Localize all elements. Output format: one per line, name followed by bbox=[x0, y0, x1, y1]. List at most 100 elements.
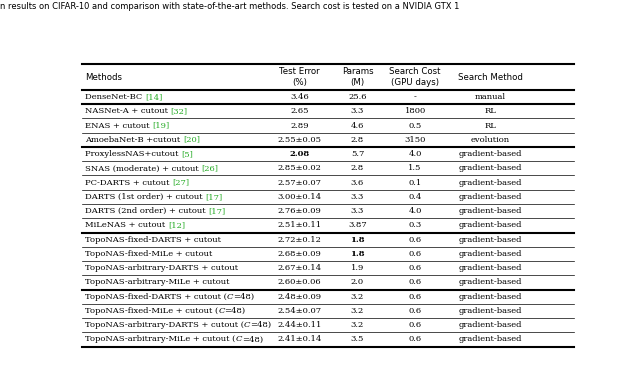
Text: 0.3: 0.3 bbox=[408, 222, 422, 229]
Text: DenseNet-BC: DenseNet-BC bbox=[85, 93, 145, 101]
Text: manual: manual bbox=[474, 93, 506, 101]
Text: [5]: [5] bbox=[181, 150, 193, 158]
Text: 3.2: 3.2 bbox=[351, 321, 364, 329]
Text: =48): =48) bbox=[233, 293, 254, 301]
Text: 2.41±0.14: 2.41±0.14 bbox=[278, 336, 322, 344]
Text: 0.4: 0.4 bbox=[408, 193, 422, 201]
Text: PC-DARTS + cutout: PC-DARTS + cutout bbox=[85, 178, 172, 187]
Text: 0.6: 0.6 bbox=[408, 235, 422, 244]
Text: -: - bbox=[413, 93, 417, 101]
Text: 2.60±0.06: 2.60±0.06 bbox=[278, 279, 321, 287]
Text: TopoNAS-fixed-DARTS + cutout (: TopoNAS-fixed-DARTS + cutout ( bbox=[85, 293, 227, 301]
Text: gradient-based: gradient-based bbox=[458, 193, 522, 201]
Text: AmoebaNet-B +cutout: AmoebaNet-B +cutout bbox=[85, 136, 183, 144]
Text: 3.6: 3.6 bbox=[351, 178, 364, 187]
Text: 2.54±0.07: 2.54±0.07 bbox=[278, 307, 322, 315]
Text: [17]: [17] bbox=[205, 193, 223, 201]
Text: 2.72±0.12: 2.72±0.12 bbox=[278, 235, 322, 244]
Text: [14]: [14] bbox=[145, 93, 162, 101]
Text: 1800: 1800 bbox=[404, 107, 426, 115]
Text: gradient-based: gradient-based bbox=[458, 279, 522, 287]
Text: =48): =48) bbox=[225, 307, 246, 315]
Text: [32]: [32] bbox=[171, 107, 188, 115]
Text: 3150: 3150 bbox=[404, 136, 426, 144]
Text: 4.0: 4.0 bbox=[408, 150, 422, 158]
Text: gradient-based: gradient-based bbox=[458, 264, 522, 272]
Text: evolution: evolution bbox=[470, 136, 509, 144]
Text: 2.76±0.09: 2.76±0.09 bbox=[278, 207, 322, 215]
Text: 0.6: 0.6 bbox=[408, 307, 422, 315]
Text: [12]: [12] bbox=[168, 222, 185, 229]
Text: ProxylessNAS+cutout: ProxylessNAS+cutout bbox=[85, 150, 181, 158]
Text: 0.6: 0.6 bbox=[408, 321, 422, 329]
Text: 2.67±0.14: 2.67±0.14 bbox=[278, 264, 322, 272]
Text: MiLeNAS + cutout: MiLeNAS + cutout bbox=[85, 222, 168, 229]
Text: gradient-based: gradient-based bbox=[458, 222, 522, 229]
Text: 2.65: 2.65 bbox=[291, 107, 309, 115]
Text: 0.6: 0.6 bbox=[408, 279, 422, 287]
Text: C: C bbox=[218, 307, 225, 315]
Text: gradient-based: gradient-based bbox=[458, 321, 522, 329]
Text: 3.3: 3.3 bbox=[351, 207, 364, 215]
Text: 2.0: 2.0 bbox=[351, 279, 364, 287]
Text: TopoNAS-fixed-MiLe + cutout: TopoNAS-fixed-MiLe + cutout bbox=[85, 250, 212, 258]
Text: 1.9: 1.9 bbox=[351, 264, 364, 272]
Text: TopoNAS-fixed-DARTS + cutout: TopoNAS-fixed-DARTS + cutout bbox=[85, 235, 221, 244]
Text: =48): =48) bbox=[250, 321, 271, 329]
Text: NASNet-A + cutout: NASNet-A + cutout bbox=[85, 107, 171, 115]
Text: 1.8: 1.8 bbox=[350, 235, 365, 244]
Text: 2.8: 2.8 bbox=[351, 136, 364, 144]
Text: SNAS (moderate) + cutout: SNAS (moderate) + cutout bbox=[85, 164, 202, 172]
Text: Search Cost
(GPU days): Search Cost (GPU days) bbox=[389, 67, 441, 87]
Text: 2.85±0.02: 2.85±0.02 bbox=[278, 164, 322, 172]
Text: 25.6: 25.6 bbox=[348, 93, 367, 101]
Text: 3.87: 3.87 bbox=[348, 222, 367, 229]
Text: 0.6: 0.6 bbox=[408, 293, 422, 301]
Text: [17]: [17] bbox=[208, 207, 225, 215]
Text: 2.55±0.05: 2.55±0.05 bbox=[278, 136, 322, 144]
Text: [20]: [20] bbox=[183, 136, 200, 144]
Text: TopoNAS-arbitrary-DARTS + cutout: TopoNAS-arbitrary-DARTS + cutout bbox=[85, 264, 238, 272]
Text: Params
(M): Params (M) bbox=[342, 67, 373, 87]
Text: 2.08: 2.08 bbox=[290, 150, 310, 158]
Text: 2.44±0.11: 2.44±0.11 bbox=[278, 321, 322, 329]
Text: 4.0: 4.0 bbox=[408, 207, 422, 215]
Text: DARTS (2nd order) + cutout: DARTS (2nd order) + cutout bbox=[85, 207, 208, 215]
Text: 0.6: 0.6 bbox=[408, 264, 422, 272]
Text: gradient-based: gradient-based bbox=[458, 150, 522, 158]
Text: TopoNAS-fixed-MiLe + cutout (: TopoNAS-fixed-MiLe + cutout ( bbox=[85, 307, 218, 315]
Text: 2.68±0.09: 2.68±0.09 bbox=[278, 250, 322, 258]
Text: 2.51±0.11: 2.51±0.11 bbox=[278, 222, 322, 229]
Text: 5.7: 5.7 bbox=[351, 150, 364, 158]
Text: 3.2: 3.2 bbox=[351, 293, 364, 301]
Text: 3.5: 3.5 bbox=[351, 336, 364, 344]
Text: gradient-based: gradient-based bbox=[458, 207, 522, 215]
Text: [19]: [19] bbox=[152, 122, 170, 130]
Text: gradient-based: gradient-based bbox=[458, 235, 522, 244]
Text: gradient-based: gradient-based bbox=[458, 293, 522, 301]
Text: gradient-based: gradient-based bbox=[458, 178, 522, 187]
Text: RL: RL bbox=[484, 107, 496, 115]
Text: TopoNAS-arbitrary-MiLe + cutout (: TopoNAS-arbitrary-MiLe + cutout ( bbox=[85, 336, 236, 344]
Text: gradient-based: gradient-based bbox=[458, 250, 522, 258]
Text: n results on CIFAR-10 and comparison with state-of-the-art methods. Search cost : n results on CIFAR-10 and comparison wit… bbox=[0, 2, 460, 11]
Text: 3.3: 3.3 bbox=[351, 107, 364, 115]
Text: C: C bbox=[227, 293, 233, 301]
Text: gradient-based: gradient-based bbox=[458, 336, 522, 344]
Text: C: C bbox=[236, 336, 242, 344]
Text: 2.8: 2.8 bbox=[351, 164, 364, 172]
Text: Methods: Methods bbox=[85, 73, 122, 82]
Text: 3.46: 3.46 bbox=[291, 93, 309, 101]
Text: RL: RL bbox=[484, 122, 496, 130]
Text: [26]: [26] bbox=[202, 164, 218, 172]
Text: 2.57±0.07: 2.57±0.07 bbox=[278, 178, 322, 187]
Text: 3.00±0.14: 3.00±0.14 bbox=[278, 193, 322, 201]
Text: 0.5: 0.5 bbox=[408, 122, 422, 130]
Text: Test Error
(%): Test Error (%) bbox=[280, 67, 320, 87]
Text: 2.89: 2.89 bbox=[291, 122, 309, 130]
Text: 0.6: 0.6 bbox=[408, 336, 422, 344]
Text: C: C bbox=[244, 321, 250, 329]
Text: 4.6: 4.6 bbox=[351, 122, 364, 130]
Text: DARTS (1st order) + cutout: DARTS (1st order) + cutout bbox=[85, 193, 205, 201]
Text: =48): =48) bbox=[242, 336, 263, 344]
